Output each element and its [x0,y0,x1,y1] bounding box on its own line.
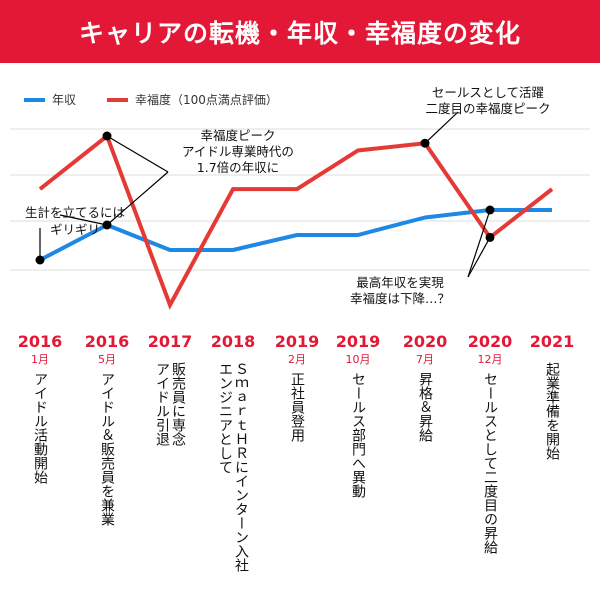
annotation-3-line-1: 幸福度は下降…？ [350,291,450,306]
series-line-income [39,208,552,262]
leader-line-1 [59,214,108,226]
year-label-6: 2020 [403,332,448,351]
legend: 年収 幸福度（100点満点評価） [24,92,278,107]
annotations: 生計を立てるにはギリギリ 幸福度ピークアイドル専業時代の 1.7倍の年収に セールスと… [25,85,551,306]
month-label-4: 2月 [288,353,306,366]
page-title: キャリアの転機・年収・幸福度の変化 [78,18,521,48]
event-label-8-0: 起業準備を開始 [544,362,560,460]
leader-line-5 [467,209,491,278]
event-label-5-0: セールス部門へ異動 [350,372,366,499]
annotation-0: 生計を立てるにはギリギリ [25,205,125,237]
event-label-2-1: 販売員に専念 [170,362,186,446]
annotation-2-line-0: セールスとして活躍 [432,85,544,100]
event-label-3-1: ＳｍａｒｔＨＲにインターン入社 [233,362,249,572]
month-label-0: 1月 [31,353,49,366]
marker-dot-2 [102,131,112,141]
event-label-0-0: アイドル活動開始 [32,372,48,484]
annotation-1-line-0: 幸福度ピーク [200,128,275,143]
annotation-leaders [35,111,495,278]
event-label-6-0: 昇格＆昇給 [417,372,433,442]
month-label-7: 12月 [478,353,503,366]
year-label-4: 2019 [275,332,320,351]
annotation-3: 最高年収を実現幸福度は下降…？ [350,275,450,306]
annotation-2-line-1: 二度目の幸福度ピーク [425,101,550,116]
marker-dot-1 [102,220,112,230]
event-label-1-0: アイドル＆販売員を兼業 [99,372,115,526]
annotation-1-line-2: 1.7倍の年収に [197,160,279,175]
annotation-1-line-1: アイドル専業時代の [182,144,294,159]
year-label-1: 2016 [85,332,130,351]
title-banner: キャリアの転機・年収・幸福度の変化 [0,0,600,63]
leader-line-3 [106,171,169,226]
grid-lines [10,128,590,271]
annotation-0-line-0: 生計を立てるには [25,205,125,220]
year-label-2: 2017 [148,332,193,351]
year-label-7: 2020 [468,332,513,351]
year-label-3: 2018 [211,332,256,351]
marker-dot-0 [35,255,45,265]
series-lines [38,132,554,310]
leader-line-6 [467,237,491,278]
series-line-happiness [38,132,554,310]
legend-label-income: 年収 [52,93,76,107]
month-label-6: 7月 [416,353,434,366]
marker-dot-5 [485,232,495,242]
annotation-1: 幸福度ピークアイドル専業時代の 1.7倍の年収に [182,128,294,175]
annotation-3-line-0: 最高年収を実現 [356,275,444,290]
annotation-0-line-1: ギリギリ [50,222,100,237]
event-label-4-0: 正社員登用 [289,372,305,443]
annotation-2: セールスとして活躍二度目の幸福度ピーク [425,85,550,116]
year-label-8: 2021 [530,332,575,351]
leader-line-4 [424,111,459,144]
marker-dot-3 [420,138,430,148]
event-label-7-0: セールスとして二度目の昇給 [482,372,498,554]
legend-label-happiness: 幸福度（100点満点評価） [135,92,278,107]
year-label-5: 2019 [336,332,381,351]
year-label-0: 2016 [18,332,63,351]
marker-dot-4 [485,205,495,215]
month-label-5: 10月 [346,353,371,366]
month-label-1: 5月 [98,353,116,366]
event-label-3-0: エンジニアとして [217,362,233,474]
leader-line-2 [106,135,169,173]
event-label-2-0: アイドル引退 [154,362,170,446]
